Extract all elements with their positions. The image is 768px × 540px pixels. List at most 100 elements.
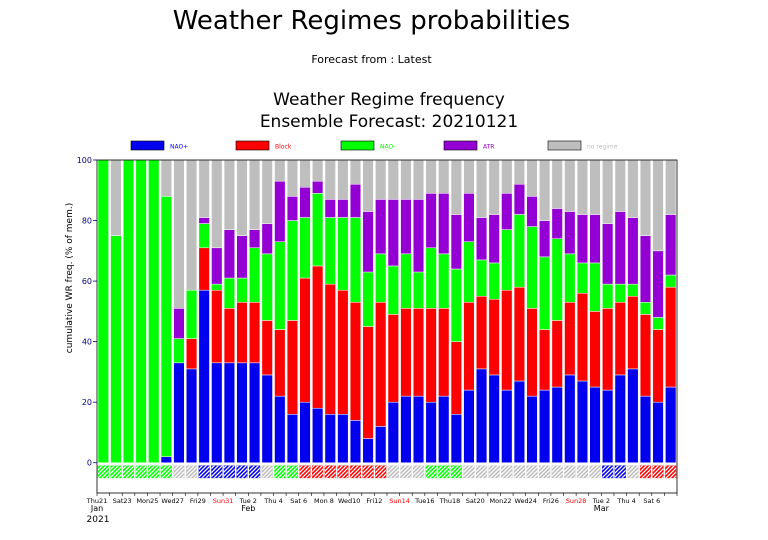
bar-nao- xyxy=(501,229,513,291)
x-tick-label: Sun28 xyxy=(566,497,587,505)
bar-nao- xyxy=(387,401,399,463)
bar-no-regime xyxy=(412,159,425,200)
x-tick-label: Thu18 xyxy=(439,497,460,505)
day-marker-hatch xyxy=(539,465,550,478)
day-marker-hatch xyxy=(488,465,500,478)
bar-block xyxy=(349,302,362,421)
bar-nao- xyxy=(261,253,273,321)
bar-block xyxy=(576,292,588,382)
bar-atr xyxy=(589,214,601,264)
x-tick-label: Mon 8 xyxy=(314,497,334,505)
bar-nao- xyxy=(665,386,677,463)
bar-atr xyxy=(274,180,286,242)
x-tick-label: Sun31 xyxy=(213,497,234,505)
day-marker-hatch xyxy=(135,465,147,478)
day-marker-hatch xyxy=(173,465,185,478)
x-tick-label: Sat 6 xyxy=(290,497,307,505)
bar-atr xyxy=(299,187,311,218)
day-marker-hatch xyxy=(665,465,676,478)
day-marker-hatch xyxy=(211,465,223,478)
bar-no-regime xyxy=(614,159,626,212)
day-marker-hatch xyxy=(148,465,160,478)
bar-no-regime xyxy=(425,159,437,194)
legend-swatch-nao- xyxy=(130,140,165,151)
x-tick-label: Sun14 xyxy=(389,497,410,505)
day-marker-hatch xyxy=(110,465,122,478)
bar-nao- xyxy=(286,220,298,321)
bar-series-group xyxy=(97,159,677,463)
bar-no-regime xyxy=(602,159,614,224)
day-marker-hatch xyxy=(324,465,336,478)
day-marker-hatch xyxy=(274,465,286,478)
bar-no-regime xyxy=(627,159,639,218)
bar-block xyxy=(501,289,513,391)
bar-nao- xyxy=(400,253,412,309)
month-label: Jan xyxy=(90,504,103,513)
bar-nao- xyxy=(186,289,198,339)
bar-no-regime xyxy=(488,159,500,215)
x-tick-label: Tue16 xyxy=(414,497,434,505)
bar-block xyxy=(551,320,563,388)
bar-block xyxy=(589,311,601,388)
bar-no-regime xyxy=(249,159,261,230)
bar-atr xyxy=(501,193,513,230)
bar-atr xyxy=(614,211,626,285)
bar-block xyxy=(513,286,525,382)
legend-swatch-block xyxy=(235,140,270,151)
x-tick-label: Tue 2 xyxy=(239,497,257,505)
day-marker-hatch xyxy=(514,465,525,478)
bar-atr xyxy=(337,199,349,218)
bar-block xyxy=(324,283,336,415)
bar-nao- xyxy=(412,395,425,463)
bar-block xyxy=(564,302,576,376)
bar-nao- xyxy=(349,217,362,303)
day-marker-hatch xyxy=(337,465,349,478)
bar-block xyxy=(526,308,538,397)
month-label: Feb xyxy=(241,504,255,513)
bar-nao- xyxy=(110,235,122,463)
bar-no-regime xyxy=(501,159,513,194)
bar-no-regime xyxy=(438,159,450,194)
bar-nao- xyxy=(211,362,223,463)
bar-no-regime xyxy=(236,159,248,236)
chart-title: Weather Regime frequency xyxy=(273,90,505,110)
bar-block xyxy=(476,295,488,370)
bar-atr xyxy=(400,199,412,255)
x-tick-label: Wed24 xyxy=(514,497,536,505)
bar-block xyxy=(652,329,664,403)
day-marker-hatch xyxy=(614,465,626,478)
x-tick-label: Thu21 xyxy=(86,497,107,505)
bar-no-regime xyxy=(274,159,286,182)
bar-nao- xyxy=(173,362,185,463)
bar-block xyxy=(286,320,298,415)
bar-no-regime xyxy=(375,159,387,200)
x-tick-label: Sat20 xyxy=(466,497,485,505)
bar-nao- xyxy=(488,374,500,463)
bar-nao- xyxy=(299,401,311,463)
bar-nao- xyxy=(450,414,462,463)
bar-nao- xyxy=(236,277,248,303)
bar-nao- xyxy=(627,368,639,463)
bar-no-regime xyxy=(665,159,677,215)
day-marker-hatch xyxy=(451,465,462,478)
bar-atr xyxy=(261,223,273,255)
bar-block xyxy=(236,302,248,364)
bar-no-regime xyxy=(261,159,273,224)
bar-no-regime xyxy=(299,159,311,188)
bar-nao- xyxy=(337,217,349,291)
bar-nao- xyxy=(299,217,311,279)
bar-atr xyxy=(324,199,336,218)
bar-block xyxy=(488,299,500,376)
bar-atr xyxy=(463,193,475,242)
bar-atr xyxy=(211,247,223,285)
bar-nao- xyxy=(539,256,551,330)
y-tick-label: 40 xyxy=(82,338,92,347)
y-tick-label: 80 xyxy=(82,217,92,226)
bar-nao- xyxy=(476,259,488,297)
legend-swatch-atr xyxy=(443,140,478,151)
day-marker-hatch xyxy=(236,465,248,478)
bar-no-regime xyxy=(400,159,412,200)
bar-nao- xyxy=(463,241,475,303)
bar-no-regime xyxy=(589,159,601,215)
